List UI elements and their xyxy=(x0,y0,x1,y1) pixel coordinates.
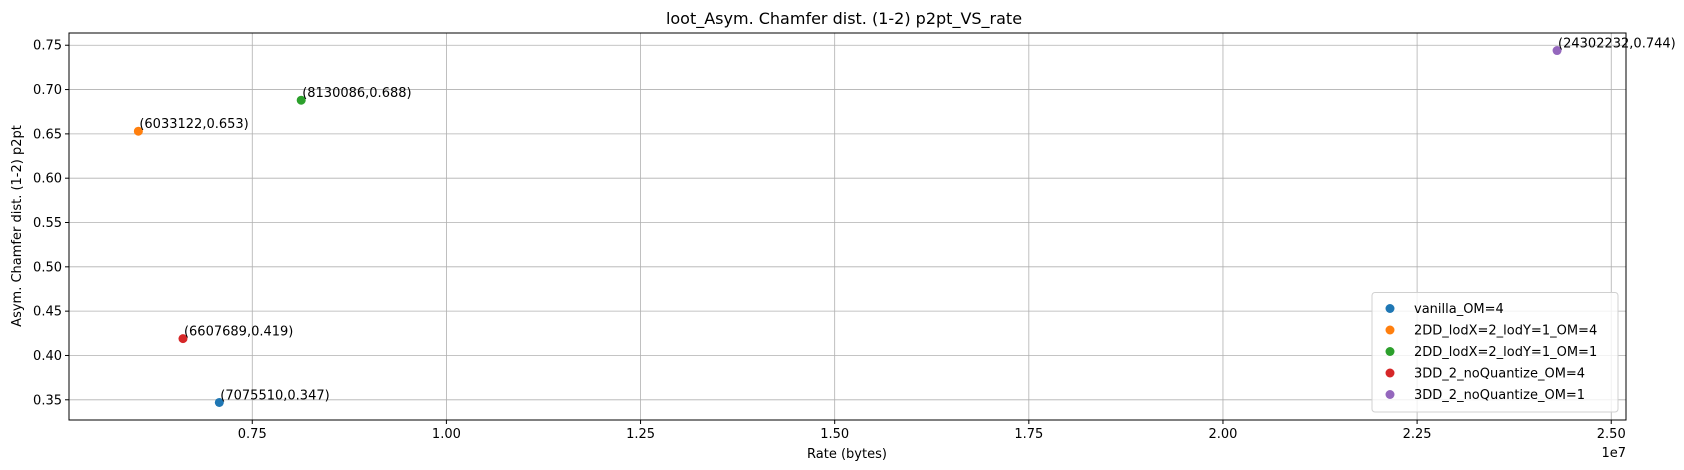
plot-frame xyxy=(68,32,1627,421)
y-tick-label: 0.50 xyxy=(33,260,62,275)
x-tick-label: 1.00 xyxy=(432,427,461,442)
y-tick-label: 0.55 xyxy=(33,216,62,231)
x-tick-label: 2.25 xyxy=(1403,427,1432,442)
y-tick-label: 0.70 xyxy=(33,83,62,98)
y-tick-label: 0.65 xyxy=(33,127,62,142)
y-axis-ticks: 0.35 0.40 0.45 0.50 0.55 0.60 0.65 0.70 0.75 xyxy=(33,39,69,408)
legend-entry: 3DD_2_noQuantize_OM=1 xyxy=(1414,388,1585,403)
y-tick-label: 0.45 xyxy=(33,305,62,320)
data-point-label: (8130086,0.688) xyxy=(302,86,411,101)
legend-box xyxy=(1371,292,1619,413)
y-axis-label: Asym. Chamfer dist. (1-2) p2pt xyxy=(10,125,25,327)
data-point xyxy=(1552,46,1562,56)
y-tick-label: 0.40 xyxy=(33,349,62,364)
x-axis-label: Rate (bytes) xyxy=(807,447,887,462)
data-point-label: (6033122,0.653) xyxy=(139,117,248,132)
x-tick-label: 2.50 xyxy=(1597,427,1626,442)
data-points: (7075510,0.347) (6033122,0.653) (8130086,0… xyxy=(133,37,1676,407)
legend-marker xyxy=(1385,368,1395,378)
x-tick-label: 1.75 xyxy=(1014,427,1043,442)
y-tick-label: 0.35 xyxy=(33,393,62,408)
x-tick-label: 1.50 xyxy=(820,427,849,442)
x-tick-label: 2.00 xyxy=(1208,427,1237,442)
legend-marker xyxy=(1385,325,1395,335)
x-axis-ticks: 0.75 1.00 1.25 1.50 1.75 2.00 2.25 2.50 xyxy=(238,420,1626,442)
chart-title: loot_Asym. Chamfer dist. (1-2) p2pt_VS_r… xyxy=(666,9,1022,29)
y-tick-label: 0.75 xyxy=(33,39,62,54)
x-tick-label: 1.25 xyxy=(626,427,655,442)
legend-entry: 2DD_lodX=2_lodY=1_OM=1 xyxy=(1414,345,1597,360)
x-tick-label: 0.75 xyxy=(238,427,267,442)
data-point-label: (7075510,0.347) xyxy=(220,388,329,403)
legend-marker xyxy=(1385,304,1395,313)
legend-marker xyxy=(1385,347,1395,356)
grid-lines xyxy=(69,33,1626,420)
y-tick-label: 0.60 xyxy=(33,172,62,187)
data-point-label: (6607689,0.419) xyxy=(184,325,293,340)
data-point xyxy=(133,126,143,136)
legend: vanilla_OM=4 2DD_lodX=2_lodY=1_OM=4 2DD_lo… xyxy=(1371,292,1619,413)
data-point xyxy=(296,95,306,105)
x-axis-offset-label: 1e7 xyxy=(1601,446,1626,461)
data-point-label: (24302232,0.744) xyxy=(1558,37,1676,52)
legend-entry: 3DD_2_noQuantize_OM=4 xyxy=(1414,367,1585,382)
legend-entry: 2DD_lodX=2_lodY=1_OM=4 xyxy=(1414,324,1597,339)
legend-entry: vanilla_OM=4 xyxy=(1414,302,1504,317)
data-point xyxy=(178,334,188,344)
data-point xyxy=(214,397,224,407)
legend-marker xyxy=(1385,390,1395,399)
